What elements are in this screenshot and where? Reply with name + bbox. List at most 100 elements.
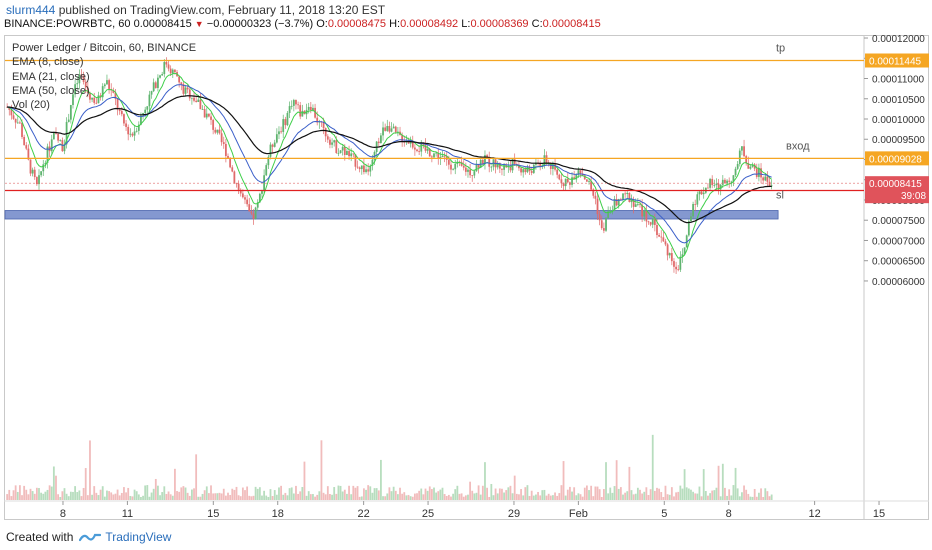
candle-body <box>118 109 121 112</box>
candle-body <box>63 144 66 152</box>
volume-bar <box>171 495 174 500</box>
volume-bar <box>743 485 745 500</box>
level-price-label: 0.00011445 <box>869 56 922 67</box>
candle-body <box>518 165 520 169</box>
candle-body <box>148 94 151 107</box>
volume-bar <box>216 493 219 500</box>
candle-body <box>573 177 576 180</box>
candle-body <box>390 128 393 132</box>
volume-bar <box>600 496 603 500</box>
candle-body <box>460 161 463 166</box>
candle-body <box>18 122 21 124</box>
candle-body <box>284 119 287 126</box>
chart-frame[interactable] <box>4 35 929 520</box>
volume-bar <box>556 495 559 500</box>
volume-bar <box>486 487 488 500</box>
candle-body <box>76 83 79 85</box>
tradingview-brand-link[interactable]: TradingView <box>105 530 172 544</box>
candle-body <box>261 191 263 194</box>
volume-bar <box>269 489 272 500</box>
author-link[interactable]: slurm444 <box>6 3 56 17</box>
legend-volume[interactable]: Vol (20) <box>12 99 50 112</box>
volume-bar <box>730 495 733 500</box>
candle-body <box>715 183 718 186</box>
volume-bar <box>33 493 36 500</box>
candle-body <box>696 194 699 205</box>
volume-bar <box>263 490 266 500</box>
legend-ema21[interactable]: EMA (21, close) <box>12 70 90 83</box>
volume-bar <box>360 496 363 500</box>
volume-bar <box>751 496 754 500</box>
volume-bar <box>52 466 55 500</box>
volume-bar <box>681 488 684 500</box>
volume-bar <box>267 496 270 500</box>
volume-bar <box>237 495 240 500</box>
volume-bar <box>467 494 469 500</box>
volume-bar <box>583 487 586 500</box>
volume-bar <box>770 494 773 500</box>
volume-bar <box>586 485 588 500</box>
candle-body <box>428 148 431 157</box>
volume-bar <box>753 488 756 500</box>
x-tick-label: 8 <box>60 508 66 520</box>
support-zone-rect[interactable] <box>4 210 779 220</box>
volume-bar <box>110 492 113 500</box>
volume-bar <box>252 495 255 500</box>
volume-bar <box>518 494 520 500</box>
volume-bar <box>435 492 438 500</box>
candle-body <box>258 193 261 203</box>
volume-bar <box>125 492 127 500</box>
volume-bar <box>133 489 136 500</box>
footer: Created with TradingView <box>6 530 171 544</box>
candle-body <box>286 112 289 126</box>
volume-bar <box>220 493 223 500</box>
candle-body <box>554 164 556 170</box>
volume-bar <box>724 487 726 500</box>
volume-bar <box>363 488 365 500</box>
volume-bar <box>758 492 760 500</box>
candle-body <box>560 179 563 184</box>
volume-bar <box>392 486 395 500</box>
level-price-tag <box>865 53 929 68</box>
candle-body <box>743 146 745 157</box>
x-tick-label: 12 <box>808 508 820 520</box>
candle-body <box>265 165 268 176</box>
volume-bar <box>692 491 694 500</box>
volume-bar <box>721 463 724 500</box>
candle-body <box>369 165 372 172</box>
candle-body <box>690 216 692 222</box>
legend-ema8[interactable]: EMA (8, close) <box>12 56 84 69</box>
volume-bar <box>471 490 474 500</box>
candle-body <box>237 183 240 190</box>
candle-body <box>422 143 425 145</box>
volume-bar <box>558 493 561 500</box>
volume-bar <box>420 488 423 500</box>
volume-bar <box>365 489 367 500</box>
volume-bar <box>250 496 253 500</box>
volume-bar <box>477 485 480 500</box>
candle-body <box>717 183 720 190</box>
volume-bar <box>144 485 147 500</box>
volume-bar <box>539 495 542 500</box>
candle-body <box>163 62 166 75</box>
y-tick-label: 0.00010000 <box>872 115 925 126</box>
volume-bar <box>709 493 711 500</box>
volume-bar <box>462 496 465 500</box>
candle-body <box>598 214 601 221</box>
volume-bar <box>152 488 155 500</box>
volume-bar <box>97 495 100 500</box>
volume-bar <box>456 485 459 500</box>
volume-bar <box>719 496 722 500</box>
volume-bar <box>532 495 535 500</box>
volume-bar <box>607 493 610 500</box>
candle-body <box>280 131 282 133</box>
candle-body <box>275 134 278 143</box>
volume-bar <box>375 488 378 500</box>
legend-ema50[interactable]: EMA (50, close) <box>12 84 90 97</box>
candle-body <box>462 165 465 168</box>
volume-bar <box>433 487 435 500</box>
candle-body <box>182 83 185 94</box>
candle-body <box>116 98 119 110</box>
level-note: вход <box>786 140 810 152</box>
